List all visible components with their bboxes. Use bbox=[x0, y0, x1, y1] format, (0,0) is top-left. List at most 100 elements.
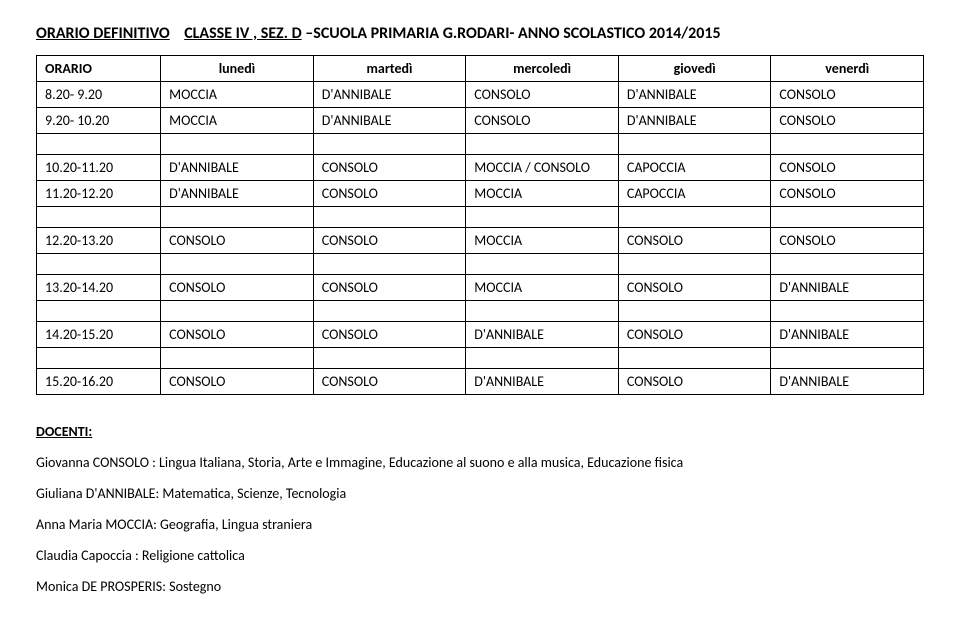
data-cell: CONSOLO bbox=[771, 82, 924, 108]
spacer-cell bbox=[771, 348, 924, 369]
data-cell: D'ANNIBALE bbox=[771, 275, 924, 301]
spacer-cell bbox=[161, 254, 314, 275]
data-cell: CONSOLO bbox=[161, 322, 314, 348]
spacer-cell bbox=[161, 348, 314, 369]
data-cell: CONSOLO bbox=[618, 322, 771, 348]
data-cell: D'ANNIBALE bbox=[161, 181, 314, 207]
data-cell: CAPOCCIA bbox=[618, 181, 771, 207]
data-cell: MOCCIA bbox=[161, 108, 314, 134]
spacer-row bbox=[37, 254, 924, 275]
spacer-cell bbox=[466, 301, 619, 322]
data-cell: D'ANNIBALE bbox=[313, 82, 466, 108]
table-row: 12.20-13.20CONSOLOCONSOLOMOCCIACONSOLOCO… bbox=[37, 228, 924, 254]
title-part3: –SCUOLA PRIMARIA G.RODARI- ANNO SCOLASTI… bbox=[305, 24, 720, 43]
page-title: ORARIO DEFINITIVO CLASSE IV , SEZ. D –SC… bbox=[36, 24, 924, 43]
spacer-cell bbox=[466, 134, 619, 155]
data-cell: D'ANNIBALE bbox=[618, 82, 771, 108]
data-cell: MOCCIA / CONSOLO bbox=[466, 155, 619, 181]
time-cell: 14.20-15.20 bbox=[37, 322, 161, 348]
spacer-cell bbox=[771, 254, 924, 275]
schedule-table: ORARIOlunedìmartedìmercoledìgiovedìvener… bbox=[36, 55, 924, 395]
time-cell: 11.20-12.20 bbox=[37, 181, 161, 207]
spacer-cell bbox=[37, 348, 161, 369]
spacer-cell bbox=[37, 301, 161, 322]
table-header-cell: mercoledì bbox=[466, 56, 619, 82]
table-body: 8.20- 9.20MOCCIAD'ANNIBALECONSOLOD'ANNIB… bbox=[37, 82, 924, 395]
data-cell: CONSOLO bbox=[771, 228, 924, 254]
title-part2: CLASSE IV , SEZ. D bbox=[184, 24, 301, 43]
spacer-row bbox=[37, 348, 924, 369]
spacer-cell bbox=[771, 134, 924, 155]
data-cell: CONSOLO bbox=[771, 181, 924, 207]
data-cell: CONSOLO bbox=[771, 108, 924, 134]
docenti-heading: DOCENTI: bbox=[36, 423, 924, 440]
time-cell: 13.20-14.20 bbox=[37, 275, 161, 301]
spacer-cell bbox=[466, 254, 619, 275]
docenti-line: Giuliana D'ANNIBALE: Matematica, Scienze… bbox=[36, 485, 924, 502]
data-cell: CONSOLO bbox=[313, 181, 466, 207]
spacer-cell bbox=[771, 207, 924, 228]
docenti-line: Anna Maria MOCCIA: Geografia, Lingua str… bbox=[36, 516, 924, 533]
table-row: 14.20-15.20CONSOLOCONSOLOD'ANNIBALECONSO… bbox=[37, 322, 924, 348]
spacer-cell bbox=[313, 207, 466, 228]
data-cell: D'ANNIBALE bbox=[313, 108, 466, 134]
data-cell: CONSOLO bbox=[313, 322, 466, 348]
data-cell: D'ANNIBALE bbox=[771, 369, 924, 395]
data-cell: CONSOLO bbox=[313, 369, 466, 395]
spacer-cell bbox=[466, 207, 619, 228]
spacer-cell bbox=[771, 301, 924, 322]
table-header-cell: venerdì bbox=[771, 56, 924, 82]
data-cell: MOCCIA bbox=[161, 82, 314, 108]
data-cell: D'ANNIBALE bbox=[466, 369, 619, 395]
spacer-cell bbox=[161, 134, 314, 155]
spacer-cell bbox=[161, 301, 314, 322]
data-cell: CONSOLO bbox=[466, 108, 619, 134]
time-cell: 9.20- 10.20 bbox=[37, 108, 161, 134]
spacer-cell bbox=[618, 348, 771, 369]
spacer-cell bbox=[37, 134, 161, 155]
time-cell: 10.20-11.20 bbox=[37, 155, 161, 181]
spacer-cell bbox=[618, 207, 771, 228]
table-row: 11.20-12.20D'ANNIBALECONSOLOMOCCIACAPOCC… bbox=[37, 181, 924, 207]
data-cell: CONSOLO bbox=[161, 228, 314, 254]
data-cell: MOCCIA bbox=[466, 228, 619, 254]
table-row: 15.20-16.20CONSOLOCONSOLOD'ANNIBALECONSO… bbox=[37, 369, 924, 395]
docenti-line: Monica DE PROSPERIS: Sostegno bbox=[36, 578, 924, 595]
table-header-cell: ORARIO bbox=[37, 56, 161, 82]
data-cell: CAPOCCIA bbox=[618, 155, 771, 181]
spacer-row bbox=[37, 134, 924, 155]
time-cell: 8.20- 9.20 bbox=[37, 82, 161, 108]
data-cell: MOCCIA bbox=[466, 275, 619, 301]
table-row: 8.20- 9.20MOCCIAD'ANNIBALECONSOLOD'ANNIB… bbox=[37, 82, 924, 108]
data-cell: CONSOLO bbox=[771, 155, 924, 181]
docenti-section: DOCENTI: Giovanna CONSOLO : Lingua Itali… bbox=[36, 423, 924, 595]
data-cell: CONSOLO bbox=[313, 155, 466, 181]
data-cell: CONSOLO bbox=[161, 369, 314, 395]
spacer-cell bbox=[618, 301, 771, 322]
spacer-cell bbox=[313, 254, 466, 275]
table-header-row: ORARIOlunedìmartedìmercoledìgiovedìvener… bbox=[37, 56, 924, 82]
spacer-cell bbox=[618, 254, 771, 275]
data-cell: D'ANNIBALE bbox=[771, 322, 924, 348]
data-cell: CONSOLO bbox=[618, 275, 771, 301]
table-row: 13.20-14.20CONSOLOCONSOLOMOCCIACONSOLOD'… bbox=[37, 275, 924, 301]
docenti-line: Claudia Capoccia : Religione cattolica bbox=[36, 547, 924, 564]
spacer-cell bbox=[313, 301, 466, 322]
spacer-cell bbox=[313, 348, 466, 369]
spacer-cell bbox=[37, 207, 161, 228]
data-cell: CONSOLO bbox=[313, 275, 466, 301]
spacer-cell bbox=[466, 348, 619, 369]
time-cell: 12.20-13.20 bbox=[37, 228, 161, 254]
spacer-cell bbox=[618, 134, 771, 155]
data-cell: MOCCIA bbox=[466, 181, 619, 207]
table-header-cell: lunedì bbox=[161, 56, 314, 82]
table-header-cell: martedì bbox=[313, 56, 466, 82]
table-row: 9.20- 10.20MOCCIAD'ANNIBALECONSOLOD'ANNI… bbox=[37, 108, 924, 134]
title-part1: ORARIO DEFINITIVO bbox=[36, 24, 170, 43]
time-cell: 15.20-16.20 bbox=[37, 369, 161, 395]
data-cell: CONSOLO bbox=[618, 228, 771, 254]
docenti-line: Giovanna CONSOLO : Lingua Italiana, Stor… bbox=[36, 454, 924, 471]
data-cell: CONSOLO bbox=[313, 228, 466, 254]
spacer-cell bbox=[37, 254, 161, 275]
data-cell: CONSOLO bbox=[161, 275, 314, 301]
